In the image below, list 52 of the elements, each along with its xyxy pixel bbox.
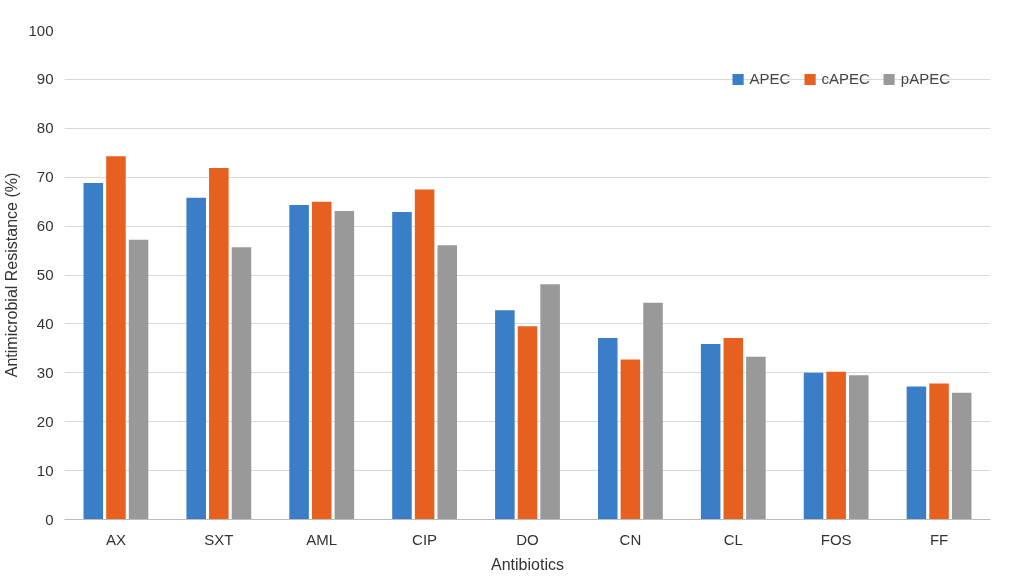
y-tick-label: 70 [36, 168, 54, 186]
bar [929, 383, 949, 520]
x-tick-label: FF [929, 530, 949, 548]
bar [746, 356, 766, 520]
bar [128, 239, 149, 520]
bar [540, 284, 560, 520]
bar [186, 197, 206, 520]
x-tick-label: AX [105, 530, 126, 548]
legend-label: APEC [749, 70, 791, 87]
bar [289, 205, 309, 520]
bar [906, 386, 927, 520]
bar [700, 343, 721, 520]
x-tick-label: AML [306, 530, 338, 548]
bar [334, 210, 355, 520]
bar [83, 183, 104, 520]
y-tick-label: 90 [36, 70, 54, 88]
x-axis-title: Antibiotics [491, 555, 564, 573]
y-tick-label: 80 [36, 119, 54, 137]
bar [231, 247, 252, 520]
bar [849, 375, 869, 520]
bar [517, 326, 538, 520]
y-tick-label: 30 [36, 363, 54, 381]
bar [951, 392, 972, 520]
y-axis-title: Antimicrobial Resistance (%) [3, 172, 21, 378]
y-tick-label: 100 [28, 21, 54, 39]
bar [437, 245, 458, 520]
bar [803, 372, 824, 520]
bar [414, 189, 435, 520]
bar [597, 338, 618, 520]
y-tick-label: 20 [36, 412, 54, 430]
y-tick-label: 60 [36, 217, 54, 235]
bar [620, 359, 641, 520]
bar [643, 302, 663, 520]
x-tick-label: SXT [204, 530, 234, 548]
y-tick-label: 50 [36, 266, 54, 283]
y-tick-label: 0 [45, 510, 54, 528]
y-tick-label: 10 [36, 461, 54, 479]
x-tick-label: DO [516, 530, 539, 548]
x-tick-label: FOS [820, 530, 852, 548]
bar [723, 338, 744, 520]
y-tick-label: 40 [36, 314, 54, 332]
bar [311, 201, 332, 520]
x-tick-label: CN [619, 530, 642, 548]
bar [106, 156, 126, 520]
x-tick-label: CIP [412, 530, 438, 548]
legend-label: cAPEC [821, 70, 870, 87]
x-tick-label: CL [723, 530, 743, 548]
bar [495, 310, 515, 520]
legend-label: pAPEC [900, 70, 950, 87]
bar [392, 211, 412, 520]
bar [826, 371, 846, 520]
bar [209, 167, 229, 520]
